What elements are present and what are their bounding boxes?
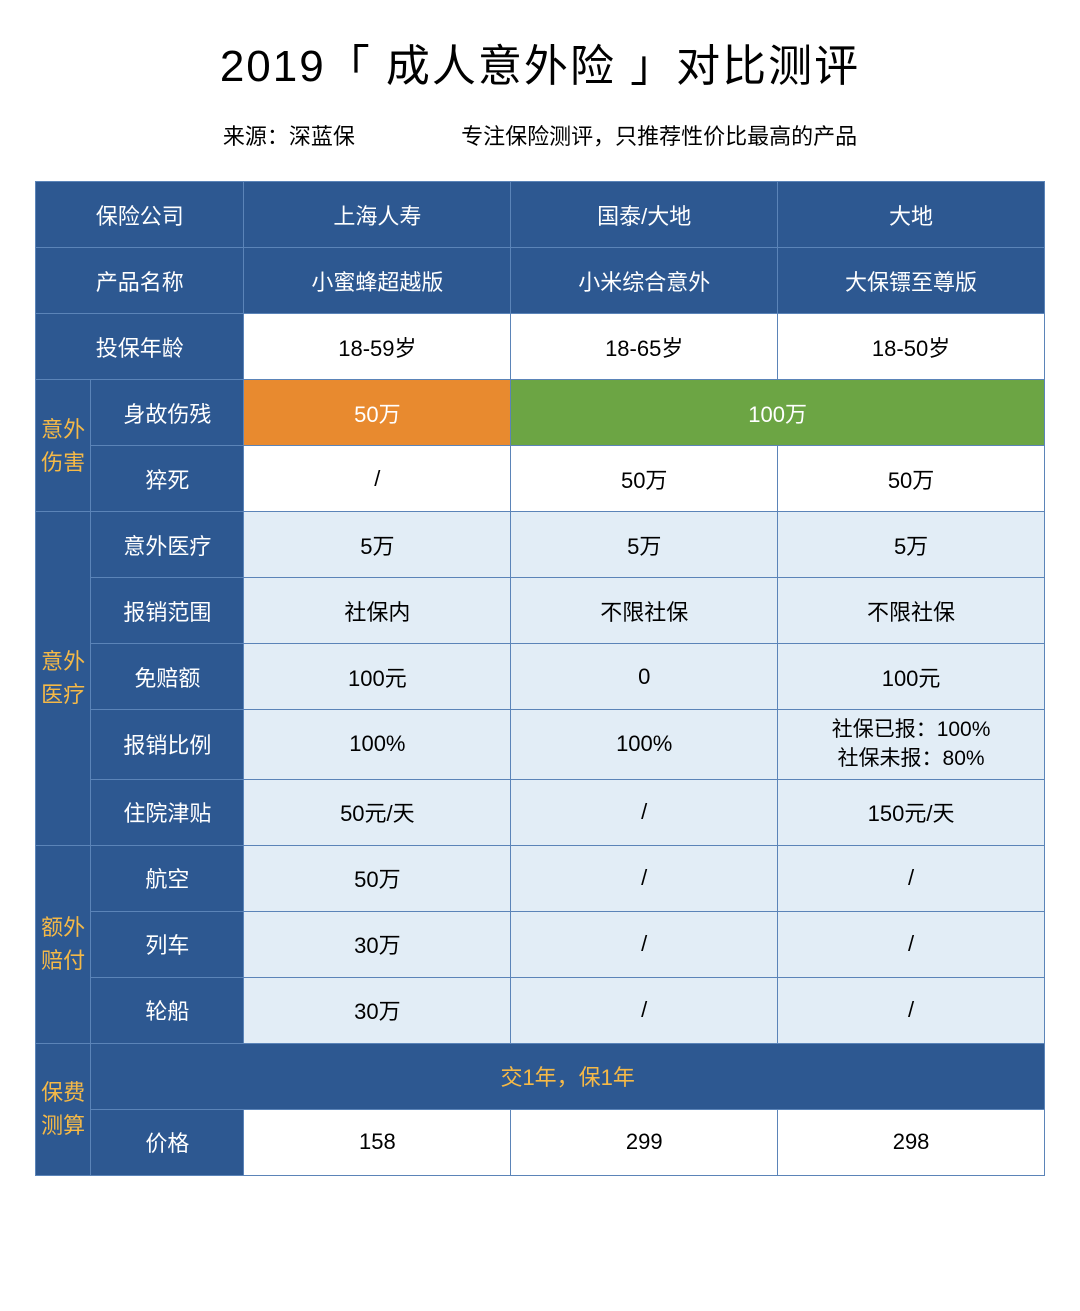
cell: 299 <box>511 1109 778 1175</box>
cell: 小蜜蜂超越版 <box>244 248 511 314</box>
sidelabel-premium-calc: 保费测算 <box>36 1043 91 1175</box>
cell-premium-term: 交1年，保1年 <box>91 1043 1045 1109</box>
cell: 不限社保 <box>778 578 1045 644</box>
cell: / <box>778 977 1045 1043</box>
cell: 30万 <box>244 911 511 977</box>
row-premium-term: 保费测算 交1年，保1年 <box>36 1043 1045 1109</box>
row-age: 投保年龄 18-59岁 18-65岁 18-50岁 <box>36 314 1045 380</box>
cell: 298 <box>778 1109 1045 1175</box>
cell: 大保镖至尊版 <box>778 248 1045 314</box>
cell-highlight-green: 100万 <box>511 380 1045 446</box>
cell: 100% <box>511 710 778 780</box>
cell: 5万 <box>511 512 778 578</box>
label-age: 投保年龄 <box>36 314 244 380</box>
row-deductible: 免赔额 100元 0 100元 <box>36 644 1045 710</box>
row-train: 列车 30万 / / <box>36 911 1045 977</box>
row-ship: 轮船 30万 / / <box>36 977 1045 1043</box>
cell: 社保已报：100%社保未报：80% <box>778 710 1045 780</box>
cell: 100元 <box>778 644 1045 710</box>
source-label: 来源：深蓝保 <box>223 119 355 151</box>
cell: 不限社保 <box>511 578 778 644</box>
label-hospital-allowance: 住院津贴 <box>91 779 244 845</box>
cell: / <box>511 845 778 911</box>
row-medical-amount: 意外医疗 意外医疗 5万 5万 5万 <box>36 512 1045 578</box>
row-death-disability: 意外伤害 身故伤残 50万 100万 <box>36 380 1045 446</box>
cell: 158 <box>244 1109 511 1175</box>
label-price: 价格 <box>91 1109 244 1175</box>
cell: 50元/天 <box>244 779 511 845</box>
cell: 大地 <box>778 182 1045 248</box>
cell: / <box>244 446 511 512</box>
cell: / <box>778 845 1045 911</box>
row-reimburse-ratio: 报销比例 100% 100% 社保已报：100%社保未报：80% <box>36 710 1045 780</box>
cell: 50万 <box>244 845 511 911</box>
cell: 100% <box>244 710 511 780</box>
cell: 5万 <box>778 512 1045 578</box>
cell: / <box>511 977 778 1043</box>
label-company: 保险公司 <box>36 182 244 248</box>
sidelabel-accident-medical: 意外医疗 <box>36 512 91 846</box>
page-subtitle: 来源：深蓝保 专注保险测评，只推荐性价比最高的产品 <box>35 119 1045 151</box>
label-reimburse-scope: 报销范围 <box>91 578 244 644</box>
cell-highlight-orange: 50万 <box>244 380 511 446</box>
row-sudden-death: 猝死 / 50万 50万 <box>36 446 1045 512</box>
cell: 50万 <box>778 446 1045 512</box>
cell: 18-59岁 <box>244 314 511 380</box>
cell: 上海人寿 <box>244 182 511 248</box>
cell: 社保内 <box>244 578 511 644</box>
label-death-disability: 身故伤残 <box>91 380 244 446</box>
cell: 18-50岁 <box>778 314 1045 380</box>
label-reimburse-ratio: 报销比例 <box>91 710 244 780</box>
row-aviation: 额外赔付 航空 50万 / / <box>36 845 1045 911</box>
label-ship: 轮船 <box>91 977 244 1043</box>
cell: 100元 <box>244 644 511 710</box>
cell: 0 <box>511 644 778 710</box>
cell: 50万 <box>511 446 778 512</box>
cell: / <box>778 911 1045 977</box>
sidelabel-extra-pay: 额外赔付 <box>36 845 91 1043</box>
label-deductible: 免赔额 <box>91 644 244 710</box>
sidelabel-accident-injury: 意外伤害 <box>36 380 91 512</box>
cell: 小米综合意外 <box>511 248 778 314</box>
cell: 5万 <box>244 512 511 578</box>
source-tagline: 专注保险测评，只推荐性价比最高的产品 <box>461 119 857 151</box>
cell: 国泰/大地 <box>511 182 778 248</box>
label-sudden-death: 猝死 <box>91 446 244 512</box>
row-product: 产品名称 小蜜蜂超越版 小米综合意外 大保镖至尊版 <box>36 248 1045 314</box>
row-hospital-allowance: 住院津贴 50元/天 / 150元/天 <box>36 779 1045 845</box>
row-price: 价格 158 299 298 <box>36 1109 1045 1175</box>
comparison-table: 保险公司 上海人寿 国泰/大地 大地 产品名称 小蜜蜂超越版 小米综合意外 大保… <box>35 181 1045 1176</box>
cell: / <box>511 911 778 977</box>
cell: 150元/天 <box>778 779 1045 845</box>
page-title: 2019「 成人意外险 」对比测评 <box>35 30 1045 94</box>
label-aviation: 航空 <box>91 845 244 911</box>
cell: / <box>511 779 778 845</box>
row-company: 保险公司 上海人寿 国泰/大地 大地 <box>36 182 1045 248</box>
label-medical-amount: 意外医疗 <box>91 512 244 578</box>
cell: 30万 <box>244 977 511 1043</box>
cell: 18-65岁 <box>511 314 778 380</box>
label-product: 产品名称 <box>36 248 244 314</box>
row-reimburse-scope: 报销范围 社保内 不限社保 不限社保 <box>36 578 1045 644</box>
label-train: 列车 <box>91 911 244 977</box>
